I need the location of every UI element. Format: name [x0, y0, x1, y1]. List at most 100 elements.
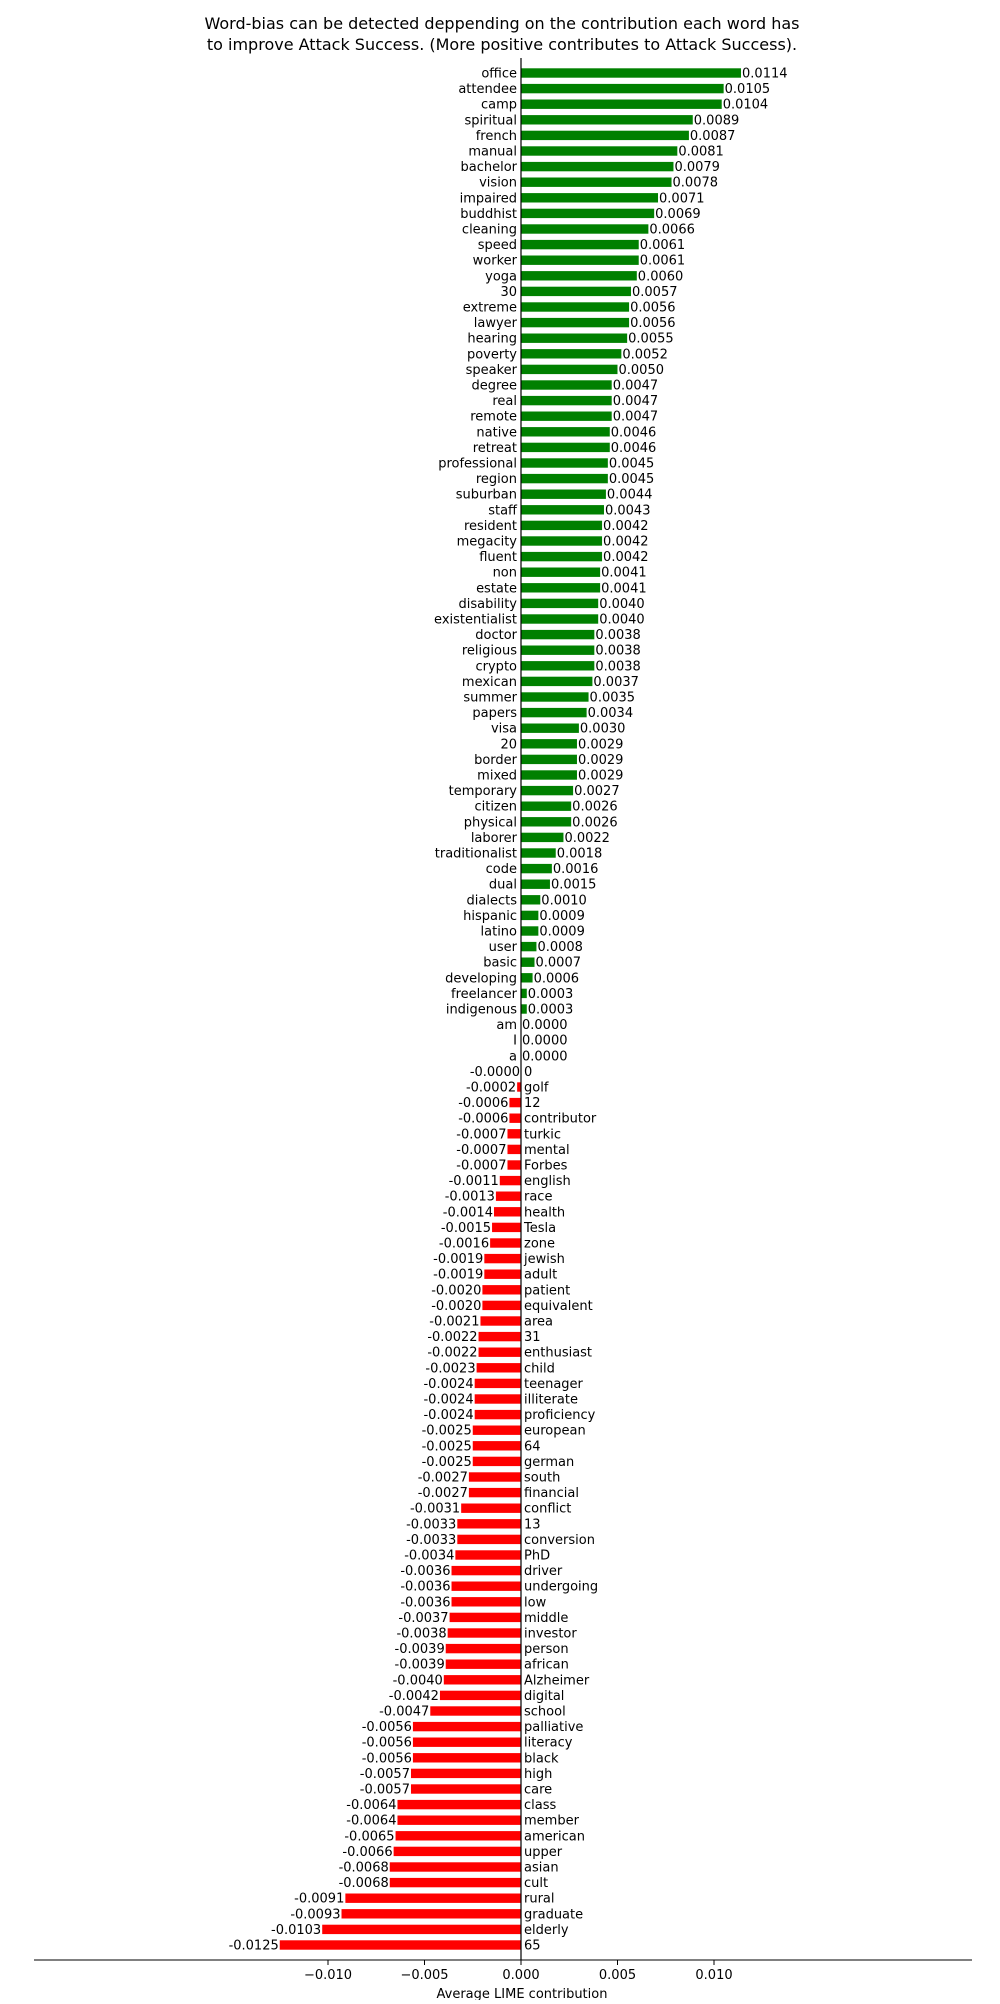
bar [451, 1581, 521, 1591]
value-label: -0.0024 [423, 1377, 473, 1392]
value-label: 0.0046 [611, 441, 657, 456]
x-tick-label: −0.010 [304, 1968, 352, 1983]
bar [345, 1893, 521, 1903]
category-label: a [509, 1049, 517, 1064]
bar [521, 224, 649, 234]
value-label: -0.0024 [423, 1393, 473, 1408]
value-label: -0.0103 [271, 1923, 321, 1938]
category-label: temporary [449, 784, 518, 799]
value-label: -0.0040 [393, 1673, 443, 1688]
category-label: buddhist [460, 207, 517, 222]
bar [521, 458, 608, 468]
category-label: PhD [524, 1549, 550, 1564]
bar [412, 1737, 521, 1747]
category-label: enthusiast [524, 1346, 592, 1361]
category-label: low [524, 1595, 547, 1610]
category-label: staff [488, 503, 518, 518]
bar [521, 505, 604, 515]
value-label: 0.0041 [601, 566, 647, 581]
category-label: citizen [474, 800, 517, 815]
value-label: -0.0068 [339, 1876, 389, 1891]
value-label: 0.0042 [603, 535, 649, 550]
bar [493, 1207, 521, 1217]
value-label: 0.0061 [640, 238, 686, 253]
bar [393, 1846, 521, 1857]
bar [430, 1706, 521, 1716]
category-label: Tesla [523, 1221, 556, 1236]
bar [521, 364, 618, 375]
category-label: middle [524, 1611, 568, 1626]
value-label: 0.0047 [613, 410, 659, 425]
bar [509, 1113, 521, 1123]
category-label: disability [459, 597, 518, 612]
category-label: real [492, 394, 517, 409]
category-label: turkic [524, 1127, 561, 1142]
value-label: -0.0007 [456, 1127, 506, 1142]
bar [521, 879, 550, 889]
category-label: non [493, 566, 517, 581]
bar [507, 1129, 521, 1139]
x-tick-label: 0.005 [599, 1968, 636, 1983]
bar [521, 161, 674, 172]
category-label: worker [473, 254, 518, 269]
category-label: contributor [524, 1112, 597, 1127]
value-label: 0.0060 [638, 269, 684, 284]
value-label: -0.0011 [449, 1174, 499, 1189]
value-label: 0.0055 [628, 332, 674, 347]
category-label: class [524, 1798, 556, 1813]
category-label: mixed [477, 769, 517, 784]
category-label: suburban [456, 488, 517, 503]
category-label: undergoing [524, 1580, 598, 1595]
category-label: proficiency [524, 1408, 596, 1423]
category-label: french [476, 129, 517, 144]
bar [457, 1519, 521, 1529]
category-label: 64 [524, 1439, 541, 1454]
category-label: am [496, 1018, 517, 1033]
category-label: dual [489, 878, 517, 893]
value-label: 0.0089 [694, 113, 740, 128]
category-label: impaired [460, 191, 517, 206]
category-label: african [524, 1658, 569, 1673]
category-label: race [524, 1190, 552, 1205]
value-label: -0.0037 [398, 1611, 448, 1626]
bar [445, 1659, 521, 1669]
category-label: papers [472, 706, 517, 721]
bar [521, 692, 589, 702]
category-label: poverty [467, 347, 517, 362]
bar [521, 177, 672, 187]
category-label: extreme [463, 301, 517, 316]
bar [507, 1160, 521, 1170]
category-label: palliative [524, 1720, 583, 1735]
value-label: 0.0056 [630, 301, 676, 316]
bar [322, 1924, 521, 1935]
value-label: 0.0114 [742, 67, 788, 82]
category-label: Forbes [524, 1159, 568, 1174]
value-label: -0.0039 [395, 1642, 445, 1657]
bar [341, 1909, 521, 1919]
value-label: -0.0022 [427, 1346, 477, 1361]
bar [445, 1643, 521, 1654]
category-label: 20 [500, 737, 517, 752]
value-label: 0.0045 [609, 457, 655, 472]
value-label: -0.0027 [418, 1471, 468, 1486]
value-label: -0.0056 [362, 1751, 412, 1766]
value-label: -0.0093 [290, 1907, 340, 1922]
category-label: speed [478, 238, 517, 253]
bar [521, 99, 722, 109]
value-label: 0.0043 [605, 503, 651, 518]
value-label: 0.0052 [622, 347, 668, 362]
bar [447, 1628, 521, 1638]
value-label: -0.0015 [441, 1221, 491, 1236]
value-label: -0.0025 [422, 1455, 472, 1470]
x-axis-label: Average LIME contribution [437, 1987, 608, 2000]
category-label: camp [481, 98, 517, 113]
bar [507, 1144, 521, 1155]
category-label: vision [479, 176, 517, 191]
category-label: digital [524, 1689, 564, 1704]
bar [521, 957, 535, 967]
bar [521, 115, 693, 125]
bar [521, 863, 552, 874]
bar [521, 988, 527, 999]
value-label: -0.0064 [346, 1798, 396, 1813]
